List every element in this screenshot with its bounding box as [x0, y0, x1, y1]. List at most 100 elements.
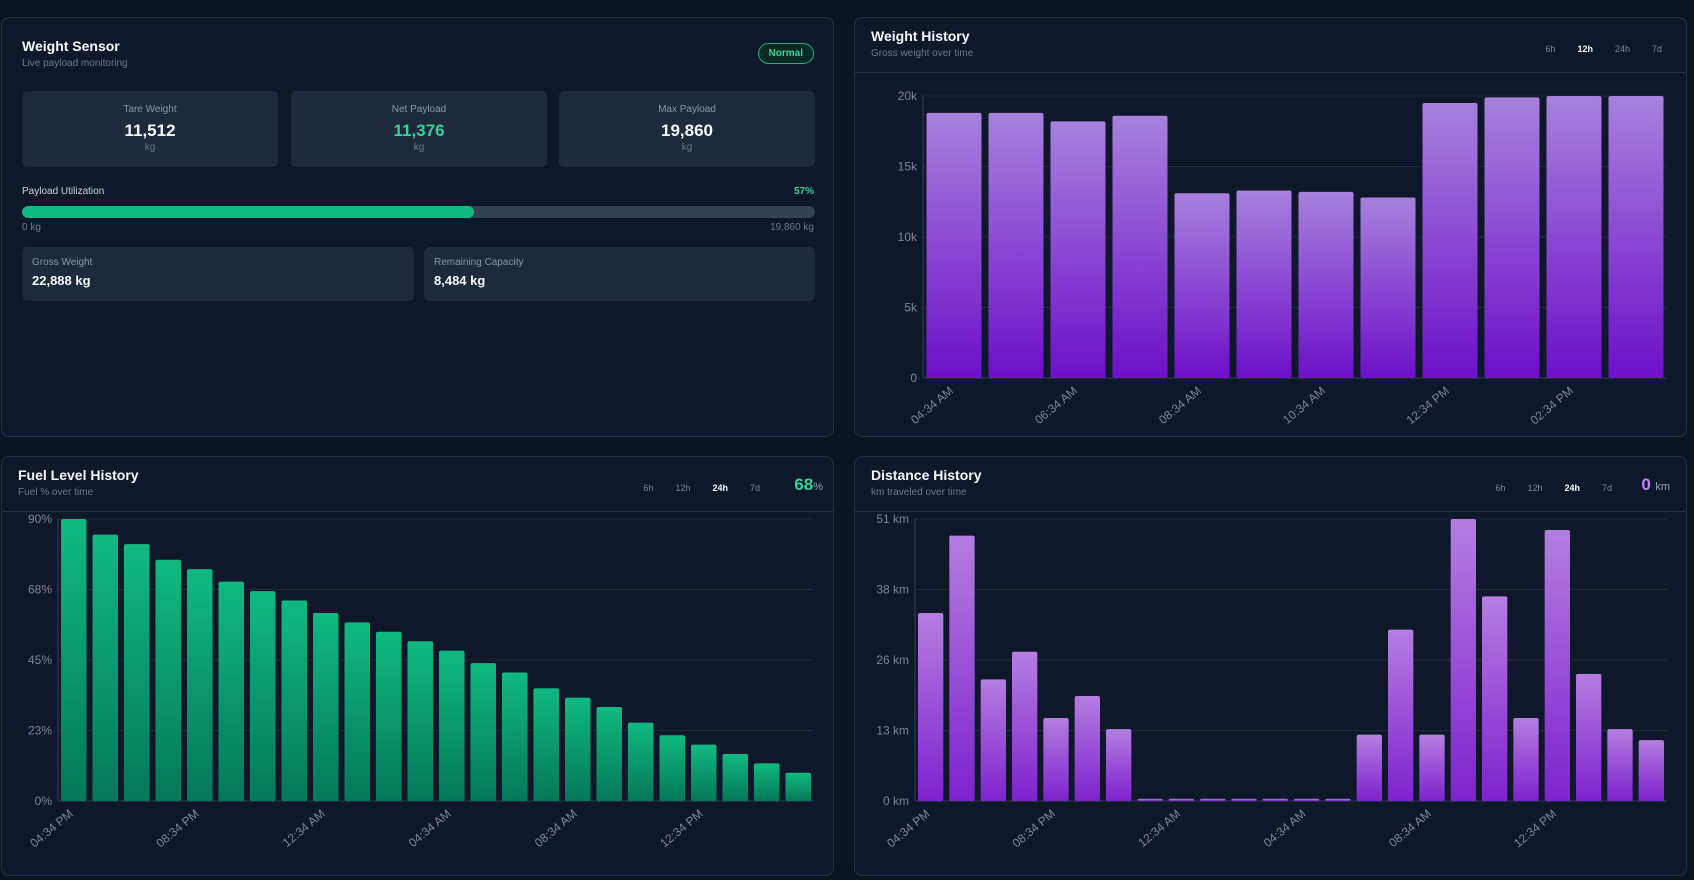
- bar[interactable]: [754, 763, 780, 801]
- bar[interactable]: [1482, 596, 1508, 801]
- bar[interactable]: [722, 754, 749, 801]
- bar[interactable]: [1200, 798, 1226, 801]
- divider: [2, 511, 833, 512]
- bar[interactable]: [1236, 190, 1292, 378]
- y-tick-label: 90%: [28, 512, 52, 526]
- bar[interactable]: [376, 631, 402, 801]
- y-tick-label: 5k: [904, 301, 918, 315]
- bar[interactable]: [1112, 115, 1168, 379]
- tab-7d[interactable]: 7d: [1601, 483, 1612, 493]
- bar[interactable]: [1544, 530, 1570, 801]
- bar[interactable]: [1422, 103, 1478, 379]
- x-tick-label: 12:34 AM: [280, 807, 328, 850]
- bar[interactable]: [1388, 629, 1414, 801]
- bar[interactable]: [1043, 718, 1069, 801]
- bar[interactable]: [1608, 96, 1664, 378]
- tab-7d[interactable]: 7d: [1651, 44, 1662, 54]
- fuel-history-card: 0% 23% 45% 68% 90% 04:34 PM 08:34 PM 12:34 AM 04…: [1, 456, 834, 876]
- x-tick-label: 10:34 AM: [1280, 384, 1328, 427]
- bar[interactable]: [1450, 519, 1476, 801]
- bar[interactable]: [1168, 798, 1194, 801]
- bar[interactable]: [1576, 673, 1602, 801]
- bar[interactable]: [1012, 651, 1038, 801]
- bar[interactable]: [344, 622, 371, 801]
- bar[interactable]: [1262, 798, 1288, 801]
- distance-history-card: 0 km 13 km 26 km 38 km 51 km 04:34 PM 08:34 PM…: [854, 456, 1687, 876]
- y-tick-label: 23%: [28, 724, 52, 738]
- x-tick-label: 04:34 AM: [1261, 807, 1309, 850]
- max-payload-stat: Max Payload 19,860 kg: [559, 91, 815, 167]
- bar[interactable]: [439, 650, 465, 801]
- bar[interactable]: [1050, 121, 1106, 378]
- distance-history-subtitle: km traveled over time: [871, 487, 967, 498]
- bar[interactable]: [502, 672, 528, 801]
- bar[interactable]: [124, 544, 150, 801]
- bar[interactable]: [691, 744, 717, 801]
- tab-24h[interactable]: 24h: [1614, 44, 1630, 54]
- bar[interactable]: [470, 663, 497, 801]
- bar[interactable]: [313, 613, 339, 801]
- tab-6h[interactable]: 6h: [643, 483, 654, 493]
- stat-label: Tare Weight: [123, 104, 177, 115]
- y-tick-label: 10k: [898, 230, 918, 244]
- tab-24h[interactable]: 24h: [1564, 483, 1580, 493]
- bar[interactable]: [281, 600, 308, 801]
- bar[interactable]: [218, 581, 245, 801]
- current-distance-unit: km: [1655, 481, 1670, 493]
- tab-7d[interactable]: 7d: [749, 483, 760, 493]
- tab-12h[interactable]: 12h: [1527, 483, 1543, 493]
- x-tick-label: 04:34 PM: [884, 807, 932, 851]
- bar[interactable]: [155, 559, 182, 801]
- bar[interactable]: [1074, 695, 1100, 801]
- bar[interactable]: [250, 591, 276, 801]
- bar[interactable]: [187, 569, 213, 801]
- divider: [855, 511, 1686, 512]
- bar[interactable]: [1298, 191, 1354, 378]
- x-tick-label: 02:34 PM: [1528, 384, 1576, 428]
- distance-history-range-tabs: 6h 12h 24h 7d: [1473, 483, 1612, 493]
- bar[interactable]: [1607, 729, 1633, 801]
- bar[interactable]: [407, 641, 434, 801]
- weight-sensor-subtitle: Live payload monitoring: [22, 58, 128, 69]
- y-tick-label: 68%: [28, 583, 52, 597]
- remaining-capacity-value: 8,484 kg: [434, 273, 486, 288]
- tab-6h[interactable]: 6h: [1495, 483, 1506, 493]
- tab-24h[interactable]: 24h: [712, 483, 728, 493]
- gross-weight-box: Gross Weight 22,888 kg: [22, 247, 414, 301]
- bar[interactable]: [1231, 798, 1257, 801]
- bar[interactable]: [1137, 798, 1163, 801]
- bar[interactable]: [1484, 97, 1540, 378]
- remaining-capacity-label: Remaining Capacity: [434, 257, 524, 268]
- bar[interactable]: [628, 722, 654, 801]
- bar[interactable]: [61, 519, 87, 801]
- bar[interactable]: [1356, 734, 1382, 801]
- gross-weight-value: 22,888 kg: [32, 273, 91, 288]
- bar[interactable]: [1513, 718, 1539, 801]
- tab-12h[interactable]: 12h: [675, 483, 691, 493]
- bar[interactable]: [1325, 798, 1351, 801]
- bar[interactable]: [596, 707, 623, 801]
- bar[interactable]: [785, 772, 812, 801]
- bar[interactable]: [92, 534, 119, 801]
- bar[interactable]: [1419, 734, 1445, 801]
- bar[interactable]: [1106, 729, 1132, 801]
- bar[interactable]: [918, 613, 944, 801]
- bar[interactable]: [949, 535, 975, 801]
- bar[interactable]: [1174, 193, 1230, 378]
- x-tick-label: 12:34 AM: [1135, 807, 1183, 850]
- tab-12h[interactable]: 12h: [1577, 44, 1593, 54]
- bar[interactable]: [1294, 798, 1320, 801]
- bar[interactable]: [1360, 197, 1416, 378]
- bar[interactable]: [1546, 96, 1602, 378]
- bar[interactable]: [926, 112, 982, 379]
- bar[interactable]: [533, 688, 560, 801]
- bar[interactable]: [565, 697, 591, 801]
- distance-history-title: Distance History: [871, 467, 982, 483]
- bar[interactable]: [1638, 740, 1664, 801]
- bar[interactable]: [659, 735, 686, 801]
- bar[interactable]: [980, 679, 1006, 801]
- bar[interactable]: [988, 112, 1044, 379]
- weight-sensor-card: Weight Sensor Live payload monitoring No…: [1, 17, 834, 437]
- tab-6h[interactable]: 6h: [1545, 44, 1556, 54]
- utilization-percent: 57%: [793, 186, 814, 197]
